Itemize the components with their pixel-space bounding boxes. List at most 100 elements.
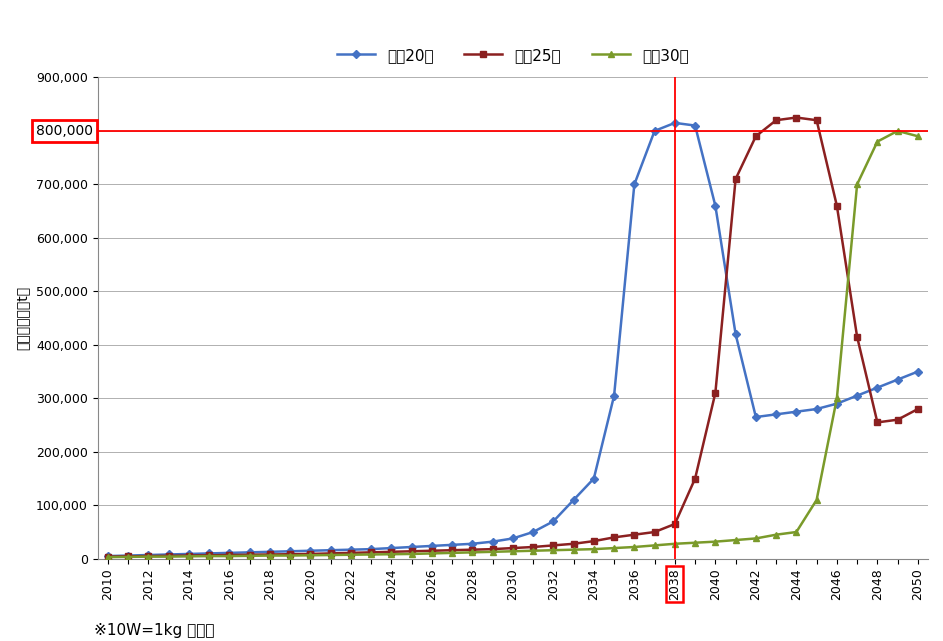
寿命30年 [670, 540, 681, 547]
寿命30年 [487, 548, 498, 556]
寿命25年 [163, 552, 174, 560]
寿命30年 [751, 535, 762, 542]
寿命20年 [852, 392, 863, 399]
寿命25年 [386, 548, 397, 556]
寿命30年 [204, 553, 215, 560]
寿命20年 [730, 330, 741, 338]
寿命25年 [730, 175, 741, 183]
寿命30年 [386, 551, 397, 558]
寿命30年 [163, 553, 174, 560]
寿命25年 [325, 549, 337, 557]
寿命25年 [608, 533, 620, 541]
寿命20年 [142, 551, 154, 559]
寿命20年 [102, 553, 113, 560]
寿命30年 [123, 553, 134, 561]
寿命25年 [487, 545, 498, 553]
Line: 寿命30年: 寿命30年 [105, 128, 921, 561]
寿命25年 [710, 389, 721, 397]
寿命20年 [770, 410, 782, 418]
寿命20年 [325, 546, 337, 554]
寿命20年 [305, 547, 316, 554]
寿命20年 [790, 408, 802, 415]
寿命30年 [405, 550, 417, 558]
寿命30年 [730, 537, 741, 544]
寿命20年 [426, 542, 438, 550]
寿命25年 [507, 544, 519, 552]
寿命20年 [751, 413, 762, 421]
寿命20年 [223, 549, 235, 557]
寿命25年 [285, 551, 296, 558]
寿命30年 [649, 542, 660, 549]
寿命25年 [264, 551, 275, 558]
寿命20年 [649, 127, 660, 135]
寿命20年 [871, 384, 883, 392]
寿命20年 [892, 376, 903, 383]
寿命25年 [852, 333, 863, 340]
寿命30年 [811, 496, 822, 504]
寿命20年 [264, 548, 275, 556]
寿命20年 [285, 547, 296, 555]
寿命30年 [588, 545, 600, 553]
寿命25年 [527, 543, 538, 551]
寿命30年 [426, 549, 438, 557]
寿命20年 [204, 549, 215, 557]
寿命20年 [710, 202, 721, 210]
寿命30年 [608, 544, 620, 552]
寿命20年 [507, 535, 519, 542]
寿命25年 [244, 551, 256, 558]
寿命25年 [770, 117, 782, 124]
寿命20年 [629, 181, 640, 188]
寿命20年 [365, 545, 376, 553]
寿命25年 [548, 542, 559, 549]
寿命25年 [123, 553, 134, 560]
寿命20年 [163, 551, 174, 558]
寿命30年 [467, 549, 478, 556]
寿命20年 [588, 475, 600, 483]
寿命30年 [568, 546, 579, 554]
寿命30年 [285, 552, 296, 560]
寿命20年 [811, 405, 822, 413]
Line: 寿命20年: 寿命20年 [105, 120, 921, 559]
寿命30年 [527, 547, 538, 554]
Line: 寿命25年: 寿命25年 [105, 114, 921, 560]
寿命25年 [568, 540, 579, 547]
寿命25年 [649, 528, 660, 536]
寿命30年 [710, 538, 721, 545]
寿命25年 [365, 549, 376, 556]
Text: 800,000: 800,000 [36, 124, 93, 138]
寿命25年 [629, 531, 640, 538]
寿命20年 [487, 538, 498, 545]
寿命25年 [892, 416, 903, 424]
寿命25年 [204, 551, 215, 559]
寿命30年 [142, 553, 154, 560]
寿命30年 [345, 551, 356, 558]
寿命20年 [446, 541, 457, 549]
寿命30年 [629, 543, 640, 551]
寿命25年 [446, 546, 457, 554]
寿命20年 [345, 546, 356, 554]
寿命30年 [264, 552, 275, 560]
寿命20年 [670, 119, 681, 127]
寿命20年 [912, 368, 923, 376]
Legend: 寿命20年, 寿命25年, 寿命30年: 寿命20年, 寿命25年, 寿命30年 [331, 42, 695, 69]
寿命25年 [467, 546, 478, 554]
寿命20年 [548, 517, 559, 525]
寿命25年 [183, 552, 194, 560]
寿命25年 [811, 117, 822, 124]
寿命20年 [244, 549, 256, 556]
寿命30年 [365, 551, 376, 558]
寿命25年 [670, 520, 681, 528]
寿命30年 [305, 551, 316, 559]
寿命20年 [527, 528, 538, 536]
寿命25年 [588, 537, 600, 545]
寿命30年 [548, 546, 559, 554]
寿命25年 [871, 419, 883, 426]
寿命20年 [386, 544, 397, 552]
寿命20年 [467, 540, 478, 547]
寿命25年 [345, 549, 356, 557]
寿命30年 [446, 549, 457, 557]
寿命30年 [223, 553, 235, 560]
寿命20年 [568, 496, 579, 504]
寿命30年 [871, 138, 883, 146]
寿命30年 [689, 539, 701, 547]
